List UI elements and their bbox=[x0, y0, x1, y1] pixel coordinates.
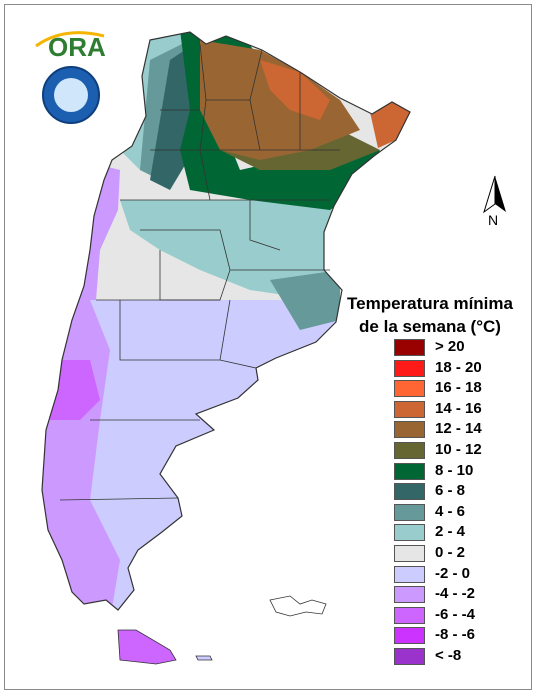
malvinas-islands bbox=[269, 595, 327, 617]
smn-seal-logo bbox=[42, 66, 100, 124]
legend-swatch bbox=[394, 565, 425, 583]
zone-4-6-east bbox=[270, 270, 340, 330]
legend-item: 4 - 6 bbox=[394, 502, 534, 523]
legend-swatch bbox=[394, 380, 425, 398]
legend-label: 10 - 12 bbox=[435, 441, 482, 458]
legend-item: 0 - 2 bbox=[394, 543, 534, 564]
legend-label: -8 - -6 bbox=[435, 626, 476, 644]
legend-item: 14 - 16 bbox=[394, 399, 534, 420]
legend-item: -2 - 0 bbox=[394, 564, 534, 585]
legend-item: 16 - 18 bbox=[394, 378, 534, 399]
province-borders bbox=[41, 31, 411, 611]
legend-swatch bbox=[394, 359, 425, 377]
legend-item: -4 - -2 bbox=[394, 584, 534, 605]
legend-swatch bbox=[394, 627, 425, 645]
legend-label: -2 - 0 bbox=[435, 564, 471, 582]
legend-label: 2 - 4 bbox=[435, 523, 466, 541]
tierra-del-fuego bbox=[117, 629, 177, 665]
legend-title: Temperatura mínima de la semana (°C) bbox=[330, 292, 530, 338]
legend-swatch bbox=[394, 586, 425, 604]
north-arrow-icon bbox=[483, 175, 506, 214]
legend-label: 4 - 6 bbox=[435, 502, 466, 520]
ora-logo-text: ORA bbox=[48, 32, 106, 60]
legend-swatch bbox=[394, 545, 425, 562]
legend-swatch bbox=[394, 524, 425, 542]
legend-item: < -8 bbox=[394, 646, 534, 667]
legend-swatch bbox=[394, 400, 425, 418]
legend-item: 12 - 14 bbox=[394, 419, 534, 440]
legend-item: -6 - -4 bbox=[394, 605, 534, 626]
north-label: N bbox=[488, 212, 499, 228]
legend-item: 2 - 4 bbox=[394, 522, 534, 543]
legend-swatch bbox=[394, 462, 425, 480]
legend-label: 14 - 16 bbox=[435, 399, 482, 417]
seal-center bbox=[54, 78, 88, 112]
legend-label: 8 - 10 bbox=[435, 461, 474, 479]
legend-label: > 20 bbox=[435, 338, 465, 355]
legend-swatch bbox=[394, 339, 425, 356]
zone-minus6-minus4-west bbox=[50, 360, 100, 420]
legend-swatch bbox=[394, 648, 425, 665]
legend-swatch bbox=[394, 606, 425, 624]
legend-label: 18 - 20 bbox=[435, 358, 482, 376]
legend-swatch bbox=[394, 483, 425, 501]
legend-label: 12 - 14 bbox=[435, 420, 482, 438]
legend-title-line2: de la semana (°C) bbox=[359, 317, 501, 336]
legend-item: 8 - 10 bbox=[394, 461, 534, 482]
legend-item: 18 - 20 bbox=[394, 358, 534, 379]
legend-label: 0 - 2 bbox=[435, 544, 466, 561]
ora-logo: ORA bbox=[35, 31, 106, 60]
legend-item: 6 - 8 bbox=[394, 481, 534, 502]
legend-item: > 20 bbox=[394, 337, 534, 358]
legend-label: -4 - -2 bbox=[435, 585, 476, 603]
zone-2-4-pampas bbox=[120, 200, 340, 300]
legend-label: 16 - 18 bbox=[435, 379, 482, 397]
legend-swatch bbox=[394, 421, 425, 439]
zone-14-16-misiones bbox=[370, 102, 410, 148]
legend-swatch bbox=[394, 442, 425, 459]
legend-label: -6 - -4 bbox=[435, 605, 476, 623]
legend-item: 10 - 12 bbox=[394, 440, 534, 461]
zone-14-16-north bbox=[260, 60, 330, 120]
legend-item: -8 - -6 bbox=[394, 625, 534, 646]
isla-de-los-estados bbox=[195, 655, 213, 661]
legend-swatch bbox=[394, 503, 425, 521]
legend-label: < -8 bbox=[435, 647, 462, 664]
legend-title-line1: Temperatura mínima bbox=[347, 294, 513, 313]
map-frame bbox=[4, 4, 532, 690]
legend-label: 6 - 8 bbox=[435, 482, 466, 500]
